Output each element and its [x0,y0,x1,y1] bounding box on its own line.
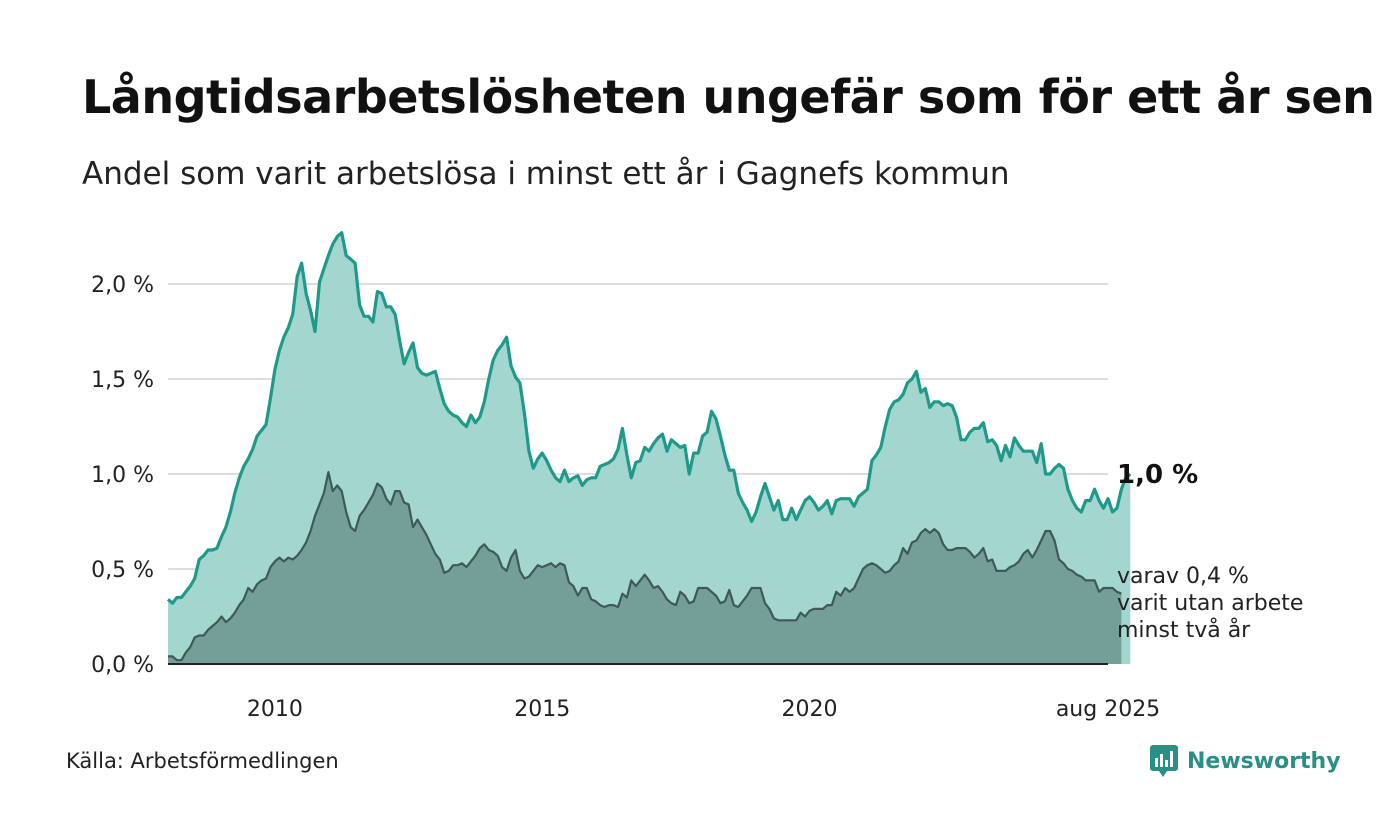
x-tick-label: aug 2025 [1056,697,1160,722]
y-tick-label: 0,0 % [91,653,154,678]
x-tick-label: 2010 [247,697,303,722]
end-value-label: 1,0 % [1117,460,1198,490]
y-tick-label: 1,0 % [91,463,154,488]
y-tick-label: 2,0 % [91,273,154,298]
end-sub-label: minst två år [1117,617,1251,643]
y-tick-label: 0,5 % [91,558,154,583]
source-note: Källa: Arbetsförmedlingen [66,749,339,773]
y-tick-label: 1,5 % [91,368,154,393]
y-axis-ticks: 0,0 % 0,5 % 1,0 % 1,5 % 2,0 % [91,273,154,678]
series-2-line [168,471,1122,662]
series-areas [166,231,1132,664]
brand-name: Newsworthy [1187,748,1341,774]
x-tick-label: 2020 [782,697,838,722]
series-1-line [166,231,1132,605]
chart-title: Långtidsarbetslösheten ungefär som för e… [82,70,1375,124]
chart-subtitle: Andel som varit arbetslösa i minst ett å… [82,156,1010,192]
x-axis-ticks: 2010 2015 2020 aug 2025 [247,697,1160,722]
newsworthy-logo-icon [1150,745,1178,777]
series-2-area-fill [168,472,1122,664]
brand-logo: Newsworthy [1149,744,1341,778]
end-sub-label: varav 0,4 % [1117,564,1249,589]
x-tick-label: 2015 [514,697,570,722]
end-sub-label: varit utan arbete [1117,591,1303,616]
